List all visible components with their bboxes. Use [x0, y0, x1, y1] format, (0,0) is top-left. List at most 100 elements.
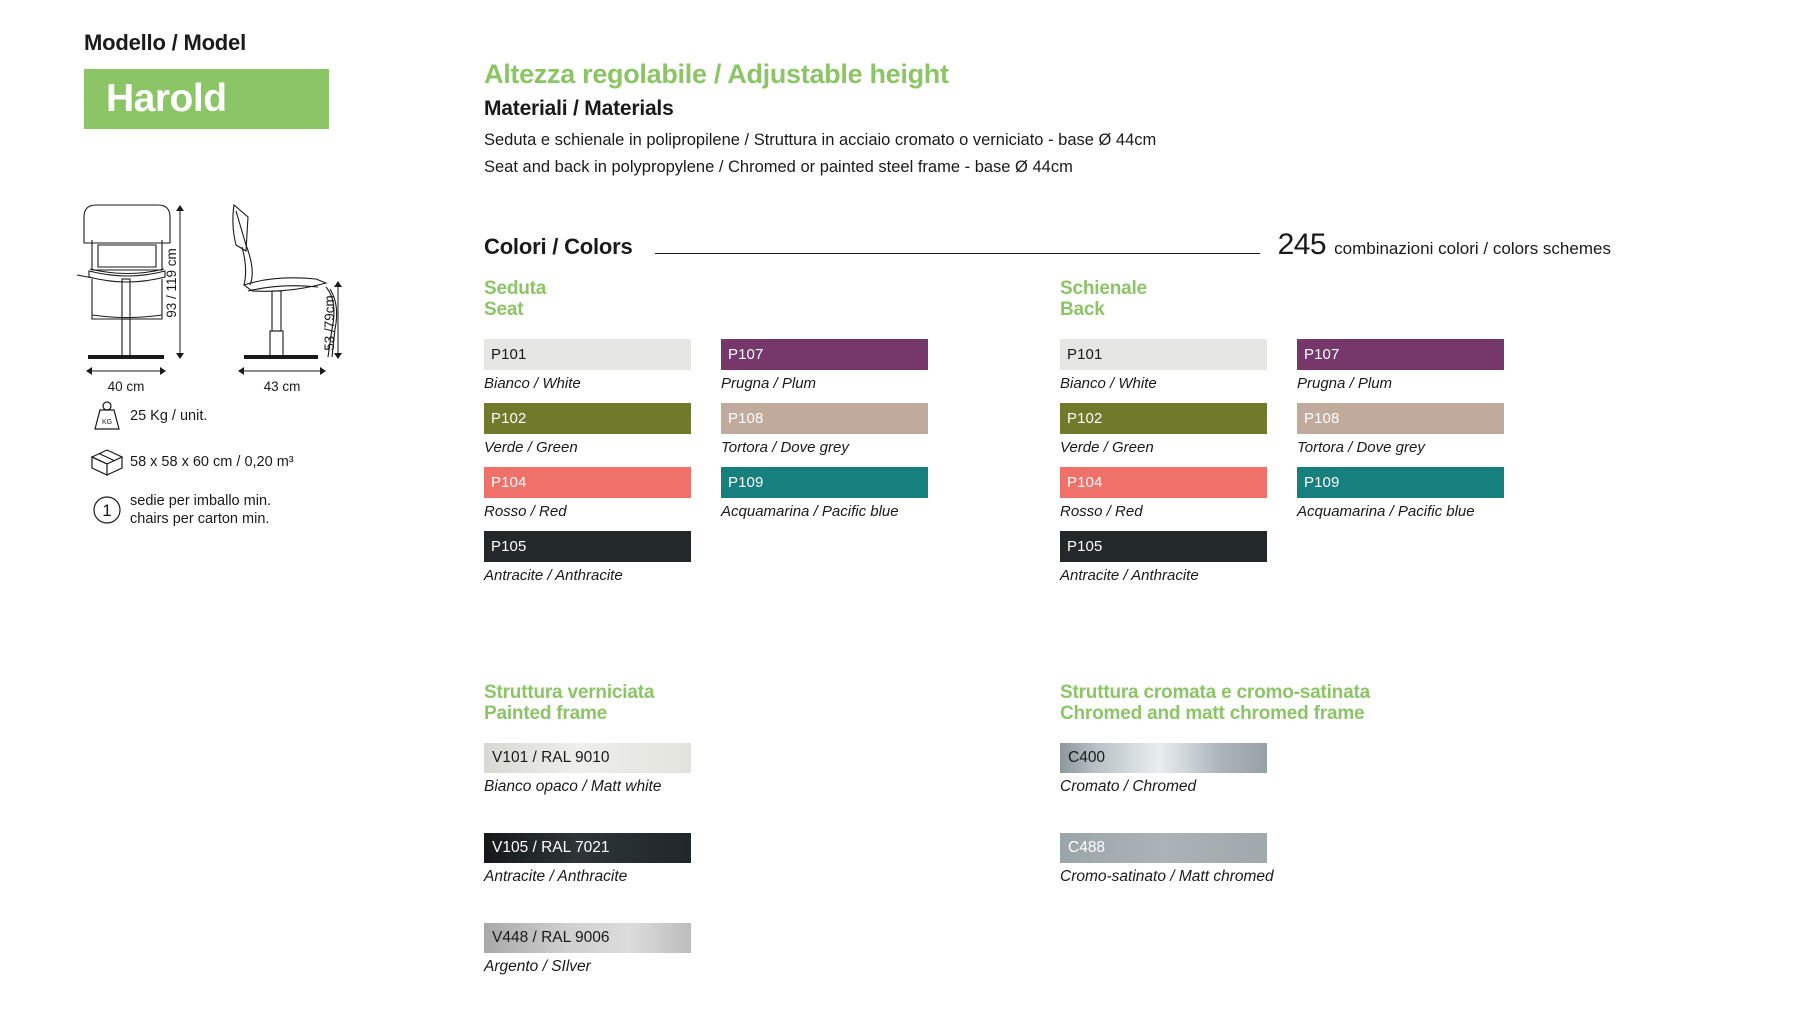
- carton-box-icon: [84, 447, 130, 477]
- frame-color-code: C488: [1068, 838, 1106, 856]
- seat-color-group: Seduta Seat P101 Bianco / White P102 Verde …: [484, 278, 934, 599]
- seat-swatch[interactable]: P102 Verde / Green: [484, 402, 691, 456]
- weight-kg-icon: KG: [84, 400, 130, 432]
- back-swatch[interactable]: P101 Bianco / White: [1060, 338, 1267, 392]
- color-chip: P107: [721, 338, 928, 370]
- carton-quantity-text-en: chairs per carton min.: [130, 511, 270, 528]
- materials-title: Materiali / Materials: [484, 96, 674, 120]
- frame-color-code: V101 / RAL 9010: [492, 748, 610, 766]
- seat-swatch[interactable]: P101 Bianco / White: [484, 338, 691, 392]
- carton-quantity-text-it: sedie per imballo min.: [130, 493, 272, 509]
- color-chip: P104: [484, 466, 691, 498]
- color-code: P107: [728, 345, 764, 363]
- back-title-en: Back: [1060, 299, 1105, 321]
- chromed-frame-swatch[interactable]: C400 Cromato / Chromed: [1060, 742, 1267, 796]
- seat-swatch[interactable]: P108 Tortora / Dove grey: [721, 402, 928, 456]
- colors-count: 245: [1277, 228, 1327, 261]
- painted-frame-swatch[interactable]: V105 / RAL 7021 Antracite / Anthracite: [484, 832, 691, 886]
- model-label: Modello / Model: [84, 30, 246, 55]
- painted-frame-swatch[interactable]: V448 / RAL 9006 Argento / SIlver: [484, 922, 691, 976]
- color-name: Antracite / Anthracite: [1060, 566, 1199, 584]
- frame-color-name: Argento / SIlver: [484, 957, 591, 975]
- color-code: P104: [491, 473, 527, 491]
- seat-group-title: Seduta Seat: [484, 278, 934, 321]
- back-swatch[interactable]: P105 Antracite / Anthracite: [1060, 530, 1267, 584]
- color-chip: P101: [1060, 338, 1267, 370]
- frame-color-chip: V105 / RAL 7021: [484, 832, 691, 863]
- painted-frame-title-en: Painted frame: [484, 703, 608, 725]
- carton-text: 58 x 58 x 60 cm / 0,20 m³: [130, 453, 294, 470]
- colors-title: Colori / Colors: [484, 234, 633, 259]
- color-code: P105: [491, 537, 527, 555]
- seat-swatch[interactable]: P107 Prugna / Plum: [721, 338, 928, 392]
- technical-drawings: 93 / 119 cm 53 /79cm 40 cm 43 cm: [76, 195, 416, 395]
- painted-frame-swatch[interactable]: V101 / RAL 9010 Bianco opaco / Matt white: [484, 742, 691, 796]
- color-code: P104: [1067, 473, 1103, 491]
- back-swatch[interactable]: P102 Verde / Green: [1060, 402, 1267, 456]
- materials-text-en: Seat and back in polypropylene / Chromed…: [484, 158, 1073, 177]
- model-name: Harold: [106, 77, 227, 120]
- model-block: Modello / Model Harold: [84, 30, 414, 129]
- color-name: Bianco / White: [484, 374, 581, 392]
- back-swatch[interactable]: P107 Prugna / Plum: [1297, 338, 1504, 392]
- color-code: P107: [1304, 345, 1340, 363]
- painted-frame-group: Struttura verniciata Painted frame V101 …: [484, 682, 691, 1013]
- seat-swatch[interactable]: P109 Acquamarina / Pacific blue: [721, 466, 928, 520]
- svg-text:1: 1: [102, 501, 111, 520]
- circle-number-icon: 1: [84, 493, 130, 527]
- frame-color-chip: V448 / RAL 9006: [484, 922, 691, 953]
- front-width-dimension-label: 40 cm: [108, 379, 145, 394]
- spec-list: KG 25 Kg / unit. 58 x 58 x 60 cm / 0,20 …: [84, 400, 424, 543]
- color-code: P101: [491, 345, 527, 363]
- color-name: Prugna / Plum: [1297, 374, 1393, 392]
- color-code: P108: [1304, 409, 1340, 427]
- chromed-frame-swatch[interactable]: C488 Cromo-satinato / Matt chromed: [1060, 832, 1274, 886]
- painted-frame-swatch-list: V101 / RAL 9010 Bianco opaco / Matt white…: [484, 742, 691, 976]
- frame-color-chip: V101 / RAL 9010: [484, 742, 691, 773]
- painted-frame-title: Struttura verniciata Painted frame: [484, 682, 691, 725]
- materials-header: Altezza regolabile / Adjustable height M…: [484, 59, 1780, 179]
- weight-text: 25 Kg / unit.: [130, 407, 208, 424]
- color-name: Verde / Green: [484, 438, 578, 456]
- svg-text:KG: KG: [102, 419, 112, 426]
- color-name: Verde / Green: [1060, 438, 1154, 456]
- colors-count-label: combinazioni colori / colors schemes: [1334, 239, 1611, 258]
- product-spec-sheet: Modello / Model Harold: [76, 30, 1780, 975]
- color-name: Antracite / Anthracite: [484, 566, 623, 584]
- carton-quantity-row: 1 sedie per imballo min. chairs per cart…: [84, 492, 424, 528]
- color-code: P101: [1067, 345, 1103, 363]
- color-name: Tortora / Dove grey: [1297, 438, 1425, 456]
- color-chip: P102: [1060, 402, 1267, 434]
- chromed-frame-title-it: Struttura cromata e cromo-satinata: [1060, 682, 1370, 703]
- color-chip: P105: [484, 530, 691, 562]
- model-badge: Harold: [84, 69, 329, 129]
- chromed-frame-title-en: Chromed and matt chromed frame: [1060, 703, 1365, 725]
- seat-swatch[interactable]: P104 Rosso / Red: [484, 466, 691, 520]
- color-code: P102: [1067, 409, 1103, 427]
- color-chip: P107: [1297, 338, 1504, 370]
- chromed-frame-group: Struttura cromata e cromo-satinata Chrom…: [1060, 682, 1370, 923]
- chromed-frame-title: Struttura cromata e cromo-satinata Chrom…: [1060, 682, 1370, 725]
- frame-color-chip: C400: [1060, 742, 1267, 773]
- color-code: P108: [728, 409, 764, 427]
- seat-title-it: Seduta: [484, 278, 547, 299]
- weight-spec-row: KG 25 Kg / unit.: [84, 400, 424, 432]
- back-swatch[interactable]: P108 Tortora / Dove grey: [1297, 402, 1504, 456]
- frame-color-code: V105 / RAL 7021: [492, 838, 610, 856]
- adjustable-height-title: Altezza regolabile / Adjustable height: [484, 59, 949, 89]
- color-code: P109: [728, 473, 764, 491]
- back-swatch[interactable]: P104 Rosso / Red: [1060, 466, 1267, 520]
- back-color-group: Schienale Back P101 Bianco / White P102 Ver…: [1060, 278, 1510, 599]
- back-title-it: Schienale: [1060, 278, 1147, 299]
- color-chip: P108: [1297, 402, 1504, 434]
- color-name: Rosso / Red: [1060, 502, 1143, 520]
- color-chip: P104: [1060, 466, 1267, 498]
- color-code: P105: [1067, 537, 1103, 555]
- back-swatch[interactable]: P109 Acquamarina / Pacific blue: [1297, 466, 1504, 520]
- chair-dimension-drawing: 93 / 119 cm 53 /79cm 40 cm 43 cm: [76, 203, 342, 394]
- color-name: Tortora / Dove grey: [721, 438, 849, 456]
- color-code: P102: [491, 409, 527, 427]
- colors-header-row: Colori / Colors 245 combinazioni colori …: [484, 228, 1780, 262]
- color-chip: P105: [1060, 530, 1267, 562]
- seat-swatch[interactable]: P105 Antracite / Anthracite: [484, 530, 691, 584]
